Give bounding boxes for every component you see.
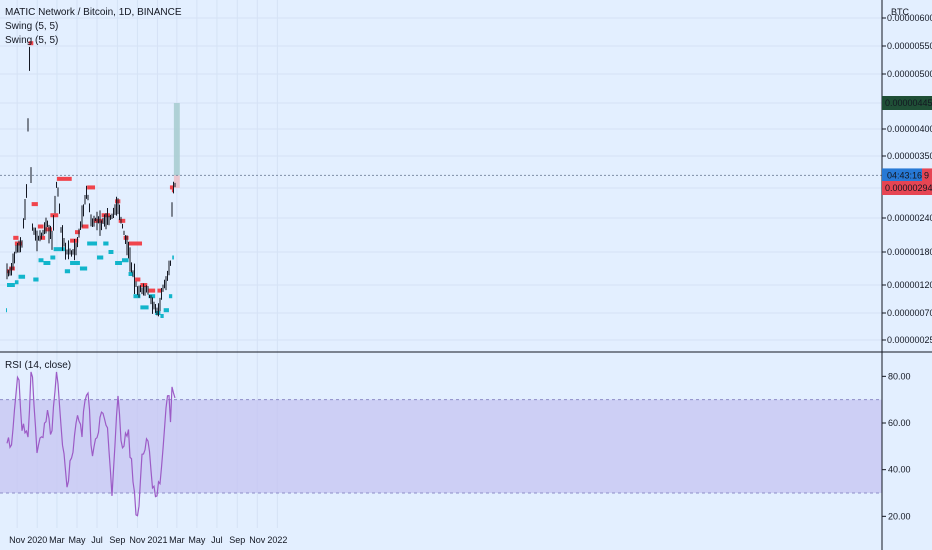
resistance-level (157, 288, 163, 293)
rsi-band (0, 399, 882, 493)
candles (6, 46, 176, 317)
target-price-label: 0.00000445 (885, 98, 932, 108)
rsi-axis: 80.00 60.00 40.00 20.00 (882, 371, 911, 521)
rsi-line (6, 371, 176, 517)
x-tick-label: Sep (229, 535, 245, 545)
support-level (108, 250, 114, 254)
support-level (87, 241, 98, 246)
y-tick-label: 0.00000240 (887, 213, 932, 223)
chart-title: MATIC Network / Bitcoin, 1D, BINANCE (5, 7, 182, 18)
resistance-level (28, 41, 34, 46)
resistance-level (37, 224, 44, 229)
x-axis: Nov 2020 Mar May Jul Sep Nov 2021 Mar May Jul Sep No… (9, 535, 287, 545)
support-level (163, 308, 169, 313)
resistance-level (40, 235, 46, 240)
support-level (38, 258, 44, 263)
rsi-tick-label: 40.00 (888, 465, 911, 475)
y-tick-label: 0.00000180 (887, 247, 932, 257)
y-tick-label: 0.00000025 (887, 335, 932, 345)
support-level (140, 305, 149, 310)
support-level (70, 261, 80, 265)
resistance-level (31, 202, 38, 207)
stop-price-label: 0.00000294 (885, 183, 932, 193)
support-level (50, 255, 56, 260)
countdown-tag (882, 168, 922, 183)
x-tick-label: Nov (249, 535, 266, 545)
resistance-level (9, 266, 15, 271)
x-tick-label: Jul (211, 535, 223, 545)
support-level (103, 241, 109, 246)
support-level (155, 311, 161, 315)
y-tick-label: 0.00000500 (887, 69, 932, 79)
indicator-label[interactable]: Swing (5, 5) (5, 35, 58, 46)
support-level (133, 294, 141, 299)
countdown-suffix-tag (922, 168, 932, 183)
support-level (115, 261, 122, 265)
x-tick-label: 2022 (267, 535, 287, 545)
rsi-title[interactable]: RSI (14, close) (5, 360, 71, 371)
support-level (43, 261, 51, 265)
y-tick-label: 0.00000070 (887, 308, 932, 318)
resistance-level (148, 288, 156, 293)
support-level (172, 255, 174, 260)
support-level (33, 277, 39, 282)
target-zone (173, 103, 180, 176)
support-level (18, 274, 26, 279)
x-tick-label: Mar (169, 535, 185, 545)
rsi-tick-label: 80.00 (888, 371, 911, 381)
x-tick-label: May (68, 535, 86, 545)
y-tick-label: 0.00000400 (887, 124, 932, 134)
resistance-level (118, 218, 126, 223)
rsi-tick-label: 60.00 (888, 418, 911, 428)
target-price-tag (882, 96, 932, 110)
support-level (160, 314, 164, 318)
resistance-level (13, 235, 19, 240)
resistance-level (128, 241, 143, 246)
resistance-level (123, 235, 129, 240)
support-level (7, 283, 15, 287)
currency-label: BTC (891, 7, 910, 17)
resistance-level (74, 230, 80, 235)
x-tick-label: Mar (49, 535, 65, 545)
x-tick-label: 2021 (147, 535, 167, 545)
countdown-label: 04:43:16 (887, 170, 922, 180)
x-tick-label: Nov (9, 535, 26, 545)
resistance-level (56, 176, 72, 181)
rsi-tick-label: 20.00 (888, 511, 911, 521)
y-tick-label: 0.00000600 (887, 13, 932, 23)
support-level (97, 255, 104, 260)
countdown-suffix: 9 (924, 170, 929, 180)
support-level (79, 266, 88, 271)
support-level (148, 294, 156, 299)
support-level (14, 280, 19, 285)
y-tick-label: 0.00000350 (887, 151, 932, 161)
support-level (53, 247, 65, 252)
x-tick-label: Jul (91, 535, 103, 545)
y-tick-label: 0.00000120 (887, 280, 932, 290)
indicator-label[interactable]: Swing (5, 5) (5, 21, 58, 32)
x-tick-label: 2020 (27, 535, 47, 545)
stop-zone (173, 175, 180, 188)
support-level (64, 269, 71, 274)
support-level (6, 308, 7, 313)
swing-levels (6, 41, 174, 318)
x-tick-label: Sep (109, 535, 125, 545)
x-tick-label: May (188, 535, 206, 545)
resistance-level (171, 188, 174, 193)
support-level (168, 294, 173, 299)
stop-price-tag (882, 181, 932, 195)
y-tick-label: 0.00000550 (887, 41, 932, 51)
resistance-level (87, 185, 96, 190)
resistance-level (14, 241, 22, 246)
resistance-level (169, 185, 174, 190)
resistance-level (50, 213, 59, 218)
x-tick-label: Nov (129, 535, 146, 545)
support-level (128, 272, 134, 276)
resistance-level (135, 277, 141, 282)
resistance-level (81, 224, 89, 229)
support-level (121, 258, 129, 263)
